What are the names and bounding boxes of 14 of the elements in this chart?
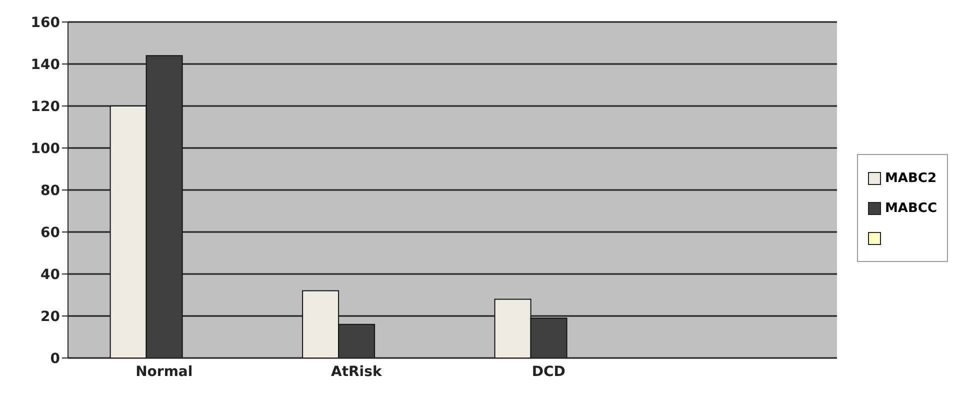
y-tick-label: 20 — [40, 308, 60, 325]
y-tick-label: 120 — [30, 98, 60, 115]
x-tick-label: Normal — [136, 364, 193, 380]
y-tick-label: 40 — [40, 266, 60, 283]
y-tick-label: 140 — [30, 56, 60, 73]
y-tick-label: 0 — [50, 350, 60, 367]
y-tick-label: 60 — [40, 224, 60, 241]
legend-label: MABCC — [885, 200, 937, 216]
x-tick-label: AtRisk — [331, 364, 382, 380]
x-tick-label: DCD — [532, 364, 566, 380]
y-tick-label: 80 — [40, 182, 60, 199]
y-tick-label: 100 — [30, 140, 60, 157]
y-tick-label: 160 — [30, 14, 60, 31]
legend-label: MABC2 — [885, 170, 936, 186]
